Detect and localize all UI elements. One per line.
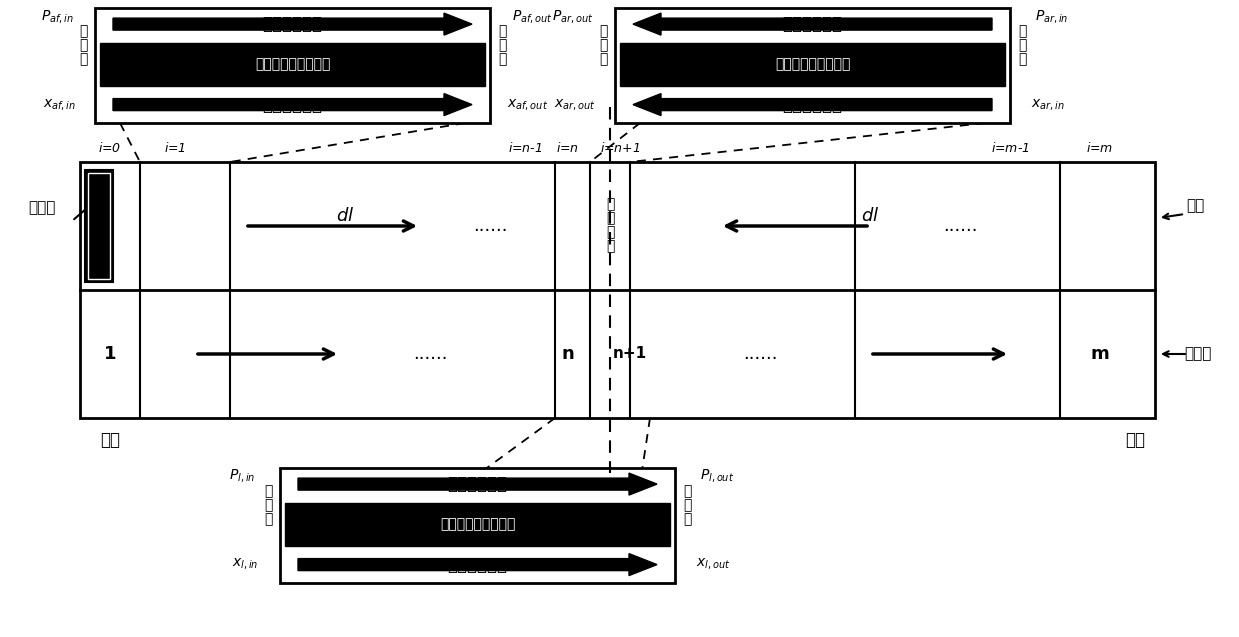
- Text: $i$=n-1: $i$=n-1: [508, 141, 543, 155]
- Text: 短油管注汽全微元段: 短油管注汽全微元段: [255, 57, 330, 71]
- Text: 入: 入: [79, 24, 87, 38]
- Text: $i$=n+1: $i$=n+1: [600, 141, 641, 155]
- Bar: [280, 468, 675, 583]
- Text: 入: 入: [1017, 24, 1026, 38]
- FancyArrow shape: [113, 94, 472, 115]
- Text: $i$=n: $i$=n: [556, 141, 580, 155]
- Text: 出: 出: [683, 484, 691, 498]
- Text: ......: ......: [742, 345, 777, 363]
- Text: 合: 合: [606, 211, 615, 225]
- Text: 跟端: 跟端: [100, 431, 120, 449]
- Bar: [100, 43, 484, 85]
- Text: 端: 端: [264, 512, 273, 526]
- FancyArrow shape: [113, 13, 472, 35]
- Text: 蚌汽流动方向: 蚌汽流动方向: [447, 475, 508, 493]
- Text: $P_{l,out}$: $P_{l,out}$: [700, 468, 735, 485]
- Text: n: n: [561, 345, 575, 363]
- Text: $i$=0: $i$=0: [98, 141, 121, 155]
- Text: $i$=1: $i$=1: [164, 141, 186, 155]
- Bar: [615, 8, 1010, 123]
- Bar: [85, 170, 113, 282]
- Text: $P_{ar,out}$: $P_{ar,out}$: [553, 8, 593, 24]
- Text: 口: 口: [498, 38, 507, 52]
- Text: n+1: n+1: [613, 347, 647, 362]
- Text: $x_{af,in}$: $x_{af,in}$: [43, 97, 77, 113]
- Text: $i$=m-1: $i$=m-1: [991, 141, 1030, 155]
- Text: ......: ......: [473, 217, 507, 235]
- Bar: [620, 43, 1005, 85]
- Text: 位: 位: [606, 225, 615, 239]
- Text: $x_{l,out}$: $x_{l,out}$: [696, 557, 730, 573]
- Text: 口: 口: [683, 498, 691, 512]
- Text: $P_{l,in}$: $P_{l,in}$: [229, 468, 255, 485]
- Text: 口: 口: [79, 38, 87, 52]
- Text: 长油管注汽全微元段: 长油管注汽全微元段: [440, 517, 515, 531]
- Text: 环空: 环空: [1186, 199, 1204, 213]
- Text: $dl$: $dl$: [861, 207, 880, 225]
- FancyArrow shape: [299, 473, 657, 495]
- Text: $P_{af,out}$: $P_{af,out}$: [512, 8, 553, 24]
- Text: $P_{af,in}$: $P_{af,in}$: [41, 8, 73, 24]
- Text: $P_{ar,in}$: $P_{ar,in}$: [1036, 8, 1069, 24]
- Text: $dl$: $dl$: [336, 207, 354, 225]
- FancyArrow shape: [633, 94, 992, 115]
- Bar: [285, 503, 670, 545]
- Bar: [88, 173, 110, 279]
- Text: 长油管: 长油管: [1184, 347, 1212, 362]
- Text: $i$=m: $i$=m: [1087, 141, 1114, 155]
- Text: $x_{ar,out}$: $x_{ar,out}$: [554, 97, 596, 113]
- Text: m: m: [1090, 345, 1109, 363]
- Text: 汇: 汇: [606, 197, 615, 211]
- Text: 口: 口: [1017, 38, 1026, 52]
- Text: 短油管: 短油管: [28, 201, 56, 215]
- Text: 出: 出: [598, 24, 607, 38]
- Text: 足端: 足端: [1125, 431, 1145, 449]
- Text: 口: 口: [264, 498, 273, 512]
- Text: 端: 端: [498, 52, 507, 66]
- Text: 入: 入: [264, 484, 273, 498]
- FancyArrow shape: [299, 554, 657, 576]
- Text: 1: 1: [104, 345, 116, 363]
- Text: 口: 口: [598, 38, 607, 52]
- Text: 端: 端: [1017, 52, 1026, 66]
- Text: 长油管注汽全微元段: 长油管注汽全微元段: [774, 57, 850, 71]
- Text: ......: ......: [943, 217, 978, 235]
- Text: 蚌汽流动方向: 蚌汽流动方向: [783, 15, 843, 33]
- Text: 出: 出: [498, 24, 507, 38]
- Text: 蚌汽流动方向: 蚌汽流动方向: [263, 15, 322, 33]
- Text: 端: 端: [598, 52, 607, 66]
- Text: 模型求解方向: 模型求解方向: [263, 96, 322, 113]
- Text: 端: 端: [79, 52, 87, 66]
- Text: 端: 端: [683, 512, 691, 526]
- Bar: [95, 8, 489, 123]
- Text: $x_{ar,in}$: $x_{ar,in}$: [1031, 97, 1064, 113]
- Text: $x_{l,in}$: $x_{l,in}$: [232, 557, 258, 573]
- Text: 模型求解方向: 模型求解方向: [783, 96, 843, 113]
- Bar: [81, 162, 1155, 418]
- Text: $x_{af,out}$: $x_{af,out}$: [508, 97, 549, 113]
- Text: 模型求解方向: 模型求解方向: [447, 555, 508, 573]
- Text: ......: ......: [413, 345, 447, 363]
- FancyArrow shape: [633, 13, 992, 35]
- Text: 置: 置: [606, 239, 615, 253]
